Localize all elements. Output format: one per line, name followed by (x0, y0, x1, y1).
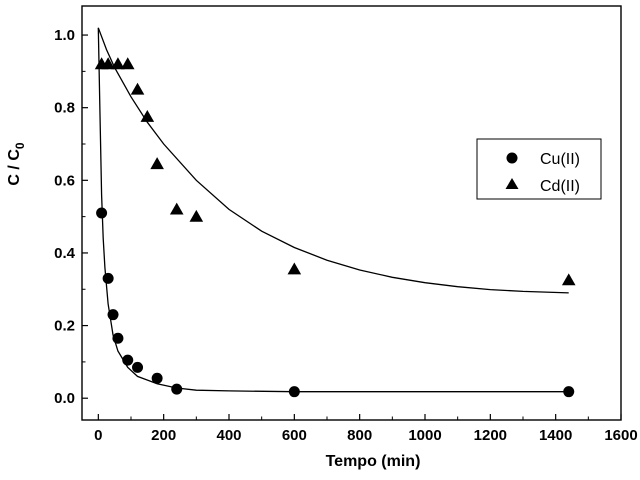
y-tick-label: 0.0 (54, 390, 75, 407)
data-point-cu-ii (171, 383, 183, 395)
y-axis-title: C / C0 (6, 142, 27, 185)
y-tick-label: 0.4 (54, 245, 76, 262)
legend-marker-cu (506, 152, 518, 164)
data-point-cu-ii (563, 386, 575, 398)
y-axis-title-sub: 0 (13, 142, 27, 149)
x-tick-label: 1200 (474, 427, 507, 444)
y-axis-title-main: C / C (6, 149, 23, 186)
fit-line-cd-ii (97, 27, 569, 294)
data-point-cu-ii (96, 207, 108, 219)
data-point-cu-ii (107, 309, 119, 321)
legend-label-cu: Cu(II) (540, 151, 580, 168)
x-tick-label: 200 (151, 427, 176, 444)
data-point-cu-ii (122, 354, 134, 366)
x-tick-label: 1000 (408, 427, 441, 444)
data-point-cu-ii (132, 361, 144, 373)
x-axis-title: Tempo (min) (326, 453, 421, 470)
data-point-cd-ii (140, 109, 155, 122)
x-tick-label: 400 (216, 427, 241, 444)
data-point-cu-ii (288, 386, 300, 398)
data-point-cd-ii (561, 273, 576, 286)
legend-label-cd: Cd(II) (540, 178, 580, 195)
legend-marker-cd (505, 178, 519, 189)
data-point-cu-ii (112, 332, 124, 344)
data-points (94, 57, 576, 398)
y-tick-label: 0.6 (54, 172, 75, 189)
data-point-cu-ii (151, 372, 163, 384)
x-tick-label: 1600 (604, 427, 637, 444)
x-tick-label: 1400 (539, 427, 572, 444)
x-tick-label: 600 (282, 427, 307, 444)
fit-line-cu-ii (97, 27, 569, 393)
y-tick-label: 1.0 (54, 27, 75, 44)
x-tick-label: 800 (347, 427, 372, 444)
legend-box (476, 138, 602, 200)
y-tick-label: 0.8 (54, 100, 75, 117)
data-point-cu-ii (102, 272, 114, 284)
data-point-cd-ii (120, 57, 135, 70)
x-tick-label: 0 (94, 427, 102, 444)
data-point-cd-ii (150, 157, 164, 170)
data-point-cd-ii (130, 82, 145, 95)
plot-frame (81, 5, 622, 421)
fit-curves (97, 27, 569, 393)
data-point-cd-ii (111, 57, 125, 70)
y-tick-label: 0.2 (54, 318, 75, 335)
legend: Cu(II) Cd(II) (476, 138, 602, 200)
data-point-cd-ii (287, 262, 302, 275)
ticks: 0 200 400 600 800 1000 1200 1400 1600 0.0 0.2 0.4 0.… (54, 27, 638, 444)
data-point-cd-ii (189, 209, 204, 222)
data-point-cd-ii (101, 57, 115, 70)
data-point-cd-ii (169, 202, 184, 215)
